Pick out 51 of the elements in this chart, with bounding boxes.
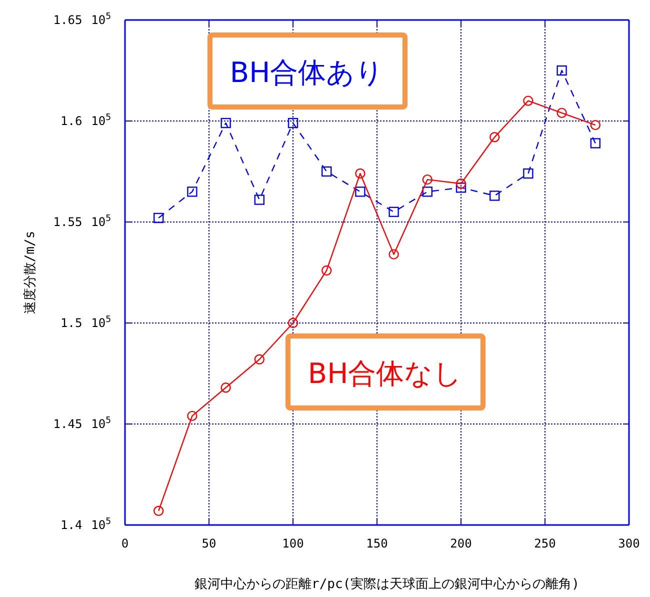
text: 10$^{5}$ xyxy=(91,516,111,532)
point xyxy=(355,186,366,197)
point xyxy=(220,382,231,393)
point xyxy=(322,265,332,276)
y-tick-label: 1.4 xyxy=(60,518,82,532)
point xyxy=(523,168,534,179)
point xyxy=(254,194,264,205)
point xyxy=(556,65,567,76)
point xyxy=(456,178,466,189)
point xyxy=(590,120,600,130)
point xyxy=(523,96,534,106)
x-tick-label: 250 xyxy=(534,536,556,551)
text: 10$^{5}$ xyxy=(91,416,111,431)
point xyxy=(355,168,366,179)
y-tick-label: 1.5 xyxy=(60,316,82,330)
point xyxy=(220,118,231,128)
series-label: BH合体なし xyxy=(308,357,462,390)
point xyxy=(490,132,500,142)
y-tick-label: 1.45 xyxy=(53,416,82,431)
point xyxy=(422,186,432,197)
point xyxy=(187,410,198,422)
point xyxy=(322,166,332,177)
x-axis-title: 銀河中心からの距離r/pc(実際は天球面上の銀河中心からの離角) xyxy=(194,576,580,592)
point xyxy=(590,138,600,148)
point xyxy=(556,108,567,118)
y-tick-label: 1.6 xyxy=(60,114,82,128)
point xyxy=(187,186,198,197)
text: 10$^{5}$ xyxy=(91,314,111,330)
point xyxy=(154,212,164,224)
text: 10$^{5}$ xyxy=(91,214,111,229)
text: 10$^{5}$ xyxy=(91,112,111,128)
point xyxy=(288,318,298,328)
y-tick-label: 1.65 xyxy=(53,12,82,27)
point xyxy=(388,206,399,217)
point xyxy=(154,506,164,516)
point xyxy=(422,174,432,185)
x-tick-label: 100 xyxy=(282,536,304,551)
text: 10$^{5}$ xyxy=(91,12,111,27)
point xyxy=(288,118,298,128)
x-tick-label: 150 xyxy=(366,536,388,551)
x-tick-label: 50 xyxy=(202,536,216,551)
point xyxy=(388,249,399,260)
point xyxy=(490,190,500,201)
x-tick-label: 200 xyxy=(450,536,472,551)
y-axis-title: 速度分散/m/s xyxy=(22,230,38,314)
point xyxy=(254,354,264,364)
x-tick-label: 0 xyxy=(121,536,129,551)
y-tick-label: 1.55 xyxy=(53,214,82,229)
point xyxy=(456,182,466,193)
x-tick-label: 300 xyxy=(618,536,640,551)
legend-label: BH合体あり xyxy=(230,56,384,89)
